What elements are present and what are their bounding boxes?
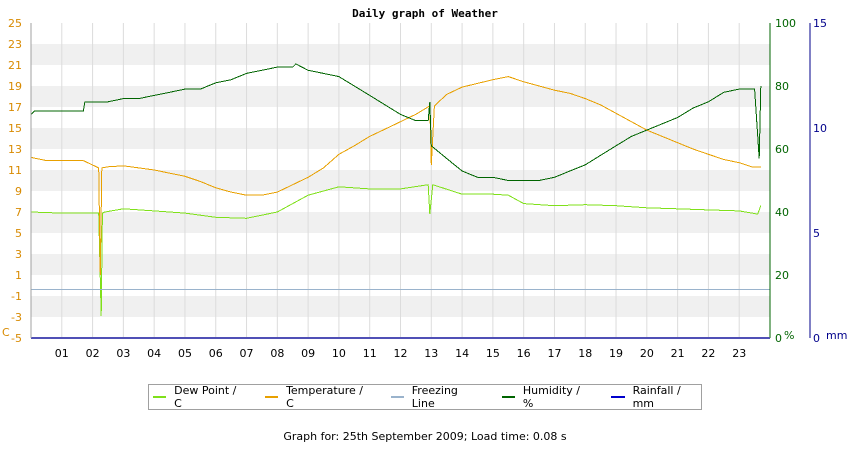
x-tick-label: 22	[701, 347, 715, 360]
legend-item-temperature: Temperature / C	[264, 384, 369, 410]
left-tick-label: 1	[15, 269, 22, 282]
left-tick-label: -5	[11, 332, 22, 345]
x-tick-label: 17	[547, 347, 561, 360]
x-tick-label: 10	[332, 347, 346, 360]
left-tick-label: 17	[8, 101, 22, 114]
chart-legend: Dew Point / C Temperature / C Freezing L…	[148, 384, 702, 410]
x-tick-label: 18	[578, 347, 592, 360]
rainfall-axis-unit: mm	[826, 329, 847, 342]
rainfall-tick-label: 15	[813, 17, 827, 30]
x-tick-label: 20	[640, 347, 654, 360]
legend-label-freezing-line: Freezing Line	[411, 384, 458, 410]
humidity-tick-label: 60	[775, 143, 789, 156]
humidity-tick-label: 40	[775, 206, 789, 219]
x-tick-label: 21	[671, 347, 685, 360]
x-tick-label: 05	[178, 347, 192, 360]
x-tick-label: 23	[732, 347, 746, 360]
x-tick-label: 01	[55, 347, 69, 360]
x-tick-label: 04	[147, 347, 161, 360]
series-line-1	[30, 76, 761, 276]
left-tick-label: 9	[15, 185, 22, 198]
series-line-0	[30, 184, 762, 316]
x-tick-label: 06	[209, 347, 223, 360]
left-tick-label: 5	[15, 227, 22, 240]
legend-item-rainfall: Rainfall / mm	[611, 384, 701, 410]
x-tick-label: 13	[424, 347, 438, 360]
left-tick-label: 11	[8, 164, 22, 177]
x-tick-label: 03	[116, 347, 130, 360]
rainfall-tick-label: 10	[813, 122, 827, 135]
left-tick-label: 13	[8, 143, 22, 156]
legend-swatch-freezing-line	[390, 396, 404, 398]
left-axis-unit: C	[2, 326, 10, 339]
rainfall-tick-label: 5	[813, 227, 820, 240]
x-tick-label: 16	[517, 347, 531, 360]
legend-label-dew-point: Dew Point / C	[174, 384, 237, 410]
x-tick-label: 08	[270, 347, 284, 360]
left-tick-label: -1	[11, 290, 22, 303]
legend-swatch-temperature	[264, 396, 279, 398]
x-tick-label: 11	[363, 347, 377, 360]
legend-swatch-humidity	[501, 396, 515, 398]
humidity-tick-label: 80	[775, 80, 789, 93]
legend-item-freezing-line: Freezing Line	[390, 384, 480, 410]
rainfall-tick-label: 0	[813, 332, 820, 345]
series-line-3	[30, 63, 762, 181]
x-tick-label: 09	[301, 347, 315, 360]
legend-label-humidity: Humidity / %	[522, 384, 580, 410]
humidity-tick-label: 0	[775, 332, 782, 345]
legend-item-humidity: Humidity / %	[501, 384, 590, 410]
footer-text: Graph for: 25th September 2009; Load tim…	[283, 430, 567, 443]
legend-item-dew-point: Dew Point / C	[153, 384, 243, 410]
chart-title: Daily graph of Weather	[352, 7, 498, 20]
left-tick-label: 21	[8, 59, 22, 72]
legend-swatch-rainfall	[611, 396, 625, 398]
left-tick-label: -3	[11, 311, 22, 324]
left-tick-label: 25	[8, 17, 22, 30]
legend-label-rainfall: Rainfall / mm	[632, 384, 681, 410]
left-tick-label: 23	[8, 38, 22, 51]
left-tick-label: 3	[15, 248, 22, 261]
x-tick-label: 15	[486, 347, 500, 360]
x-tick-label: 14	[455, 347, 469, 360]
x-tick-label: 12	[394, 347, 408, 360]
legend-label-temperature: Temperature / C	[286, 384, 363, 410]
left-tick-label: 15	[8, 122, 22, 135]
x-tick-label: 07	[240, 347, 254, 360]
legend-swatch-dew-point	[153, 396, 167, 398]
x-tick-label: 02	[86, 347, 100, 360]
humidity-tick-label: 100	[775, 17, 796, 30]
x-tick-label: 19	[609, 347, 623, 360]
humidity-tick-label: 20	[775, 269, 789, 282]
footer-status: Graph for: 25th September 2009; Load tim…	[0, 430, 850, 443]
humidity-axis-unit: %	[784, 329, 794, 342]
left-tick-label: 19	[8, 80, 22, 93]
left-tick-label: 7	[15, 206, 22, 219]
